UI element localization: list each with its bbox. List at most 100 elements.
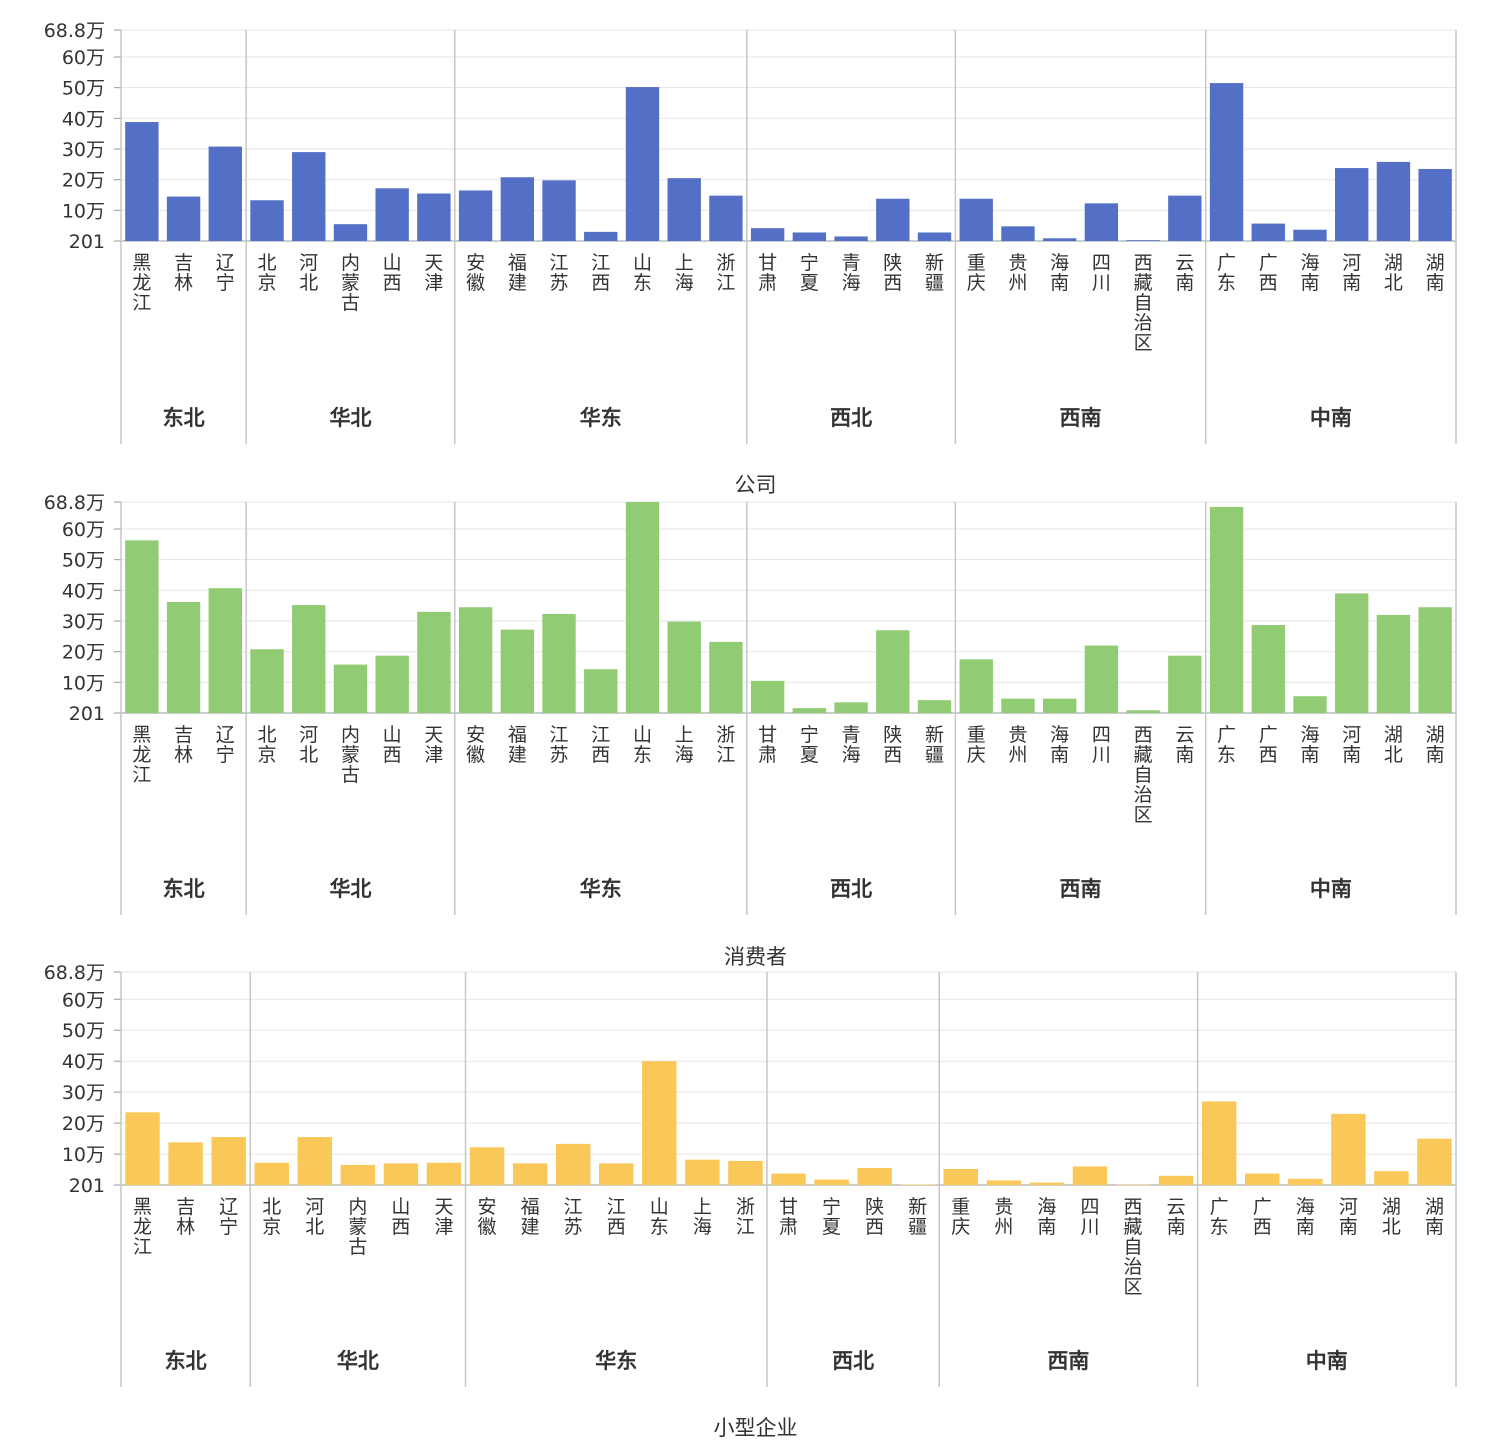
bar[interactable] (500, 629, 535, 713)
bar[interactable] (709, 195, 743, 241)
bar[interactable] (211, 1137, 246, 1185)
bar[interactable] (375, 188, 409, 241)
bar[interactable] (814, 1179, 849, 1185)
bar[interactable] (750, 680, 785, 713)
bar[interactable] (1376, 614, 1411, 713)
bar[interactable] (667, 621, 701, 713)
bar[interactable] (1126, 710, 1160, 713)
bar[interactable] (792, 232, 827, 241)
bar[interactable] (986, 1180, 1022, 1185)
bar[interactable] (542, 613, 576, 713)
x-tick-label: 河北 (299, 724, 318, 766)
bar[interactable] (1335, 593, 1369, 713)
bar[interactable] (625, 502, 660, 713)
bar[interactable] (417, 193, 451, 241)
bar[interactable] (555, 1143, 591, 1185)
bar[interactable] (1293, 696, 1327, 713)
bar[interactable] (125, 122, 159, 241)
bar[interactable] (1115, 1184, 1151, 1186)
x-tick-label: 青海 (842, 252, 861, 294)
bar[interactable] (1084, 645, 1119, 713)
bar[interactable] (1084, 203, 1119, 241)
bar[interactable] (900, 1184, 935, 1185)
bar[interactable] (1201, 1101, 1237, 1185)
bar[interactable] (750, 228, 785, 241)
bar[interactable] (125, 540, 159, 713)
bar[interactable] (333, 664, 368, 713)
bar[interactable] (208, 588, 242, 713)
bar[interactable] (375, 655, 409, 713)
bar[interactable] (1418, 607, 1452, 713)
bar[interactable] (208, 146, 242, 241)
bar[interactable] (168, 1142, 203, 1185)
bar[interactable] (792, 708, 827, 713)
bar[interactable] (599, 1163, 634, 1185)
bar[interactable] (959, 659, 993, 713)
bar[interactable] (1168, 655, 1202, 713)
bar[interactable] (1209, 506, 1244, 713)
bar[interactable] (250, 649, 284, 713)
bar[interactable] (469, 1147, 505, 1185)
bar[interactable] (1374, 1171, 1409, 1185)
bar[interactable] (333, 224, 368, 241)
bar[interactable] (771, 1173, 806, 1185)
bar[interactable] (1376, 161, 1411, 241)
bar[interactable] (917, 700, 952, 713)
bar[interactable] (1126, 240, 1160, 241)
bar[interactable] (340, 1164, 376, 1185)
y-tick-label: 68.8万 (44, 492, 105, 514)
bar[interactable] (383, 1163, 419, 1185)
bar[interactable] (917, 232, 952, 241)
bar[interactable] (125, 1112, 160, 1185)
bar[interactable] (1417, 1138, 1452, 1185)
bar[interactable] (1168, 195, 1202, 241)
bar[interactable] (292, 152, 326, 241)
bar[interactable] (1251, 223, 1285, 241)
bar[interactable] (292, 605, 326, 713)
bar[interactable] (1158, 1175, 1194, 1185)
bar[interactable] (584, 231, 618, 241)
bar[interactable] (1001, 698, 1035, 713)
bar[interactable] (250, 200, 284, 241)
bar[interactable] (834, 702, 868, 713)
bar[interactable] (254, 1162, 289, 1185)
bar[interactable] (1331, 1113, 1366, 1185)
bar[interactable] (458, 607, 493, 713)
bar[interactable] (584, 669, 618, 713)
bar[interactable] (959, 198, 993, 241)
bar[interactable] (1418, 168, 1452, 241)
bar[interactable] (1288, 1178, 1323, 1185)
bar[interactable] (1072, 1166, 1108, 1185)
bar[interactable] (512, 1163, 548, 1185)
bar[interactable] (642, 1061, 677, 1185)
bar[interactable] (1209, 83, 1244, 241)
bar[interactable] (1042, 238, 1077, 241)
bar[interactable] (1029, 1182, 1065, 1185)
bar[interactable] (1244, 1173, 1280, 1185)
bar[interactable] (943, 1168, 978, 1185)
bar[interactable] (728, 1160, 763, 1185)
bar[interactable] (166, 196, 201, 241)
bar[interactable] (667, 178, 701, 241)
bar[interactable] (1293, 229, 1327, 241)
bar[interactable] (876, 630, 910, 713)
bar[interactable] (1335, 168, 1369, 241)
bar[interactable] (876, 198, 910, 241)
bar[interactable] (1001, 226, 1035, 241)
bar[interactable] (709, 641, 743, 713)
bar[interactable] (458, 190, 493, 241)
bar[interactable] (166, 602, 201, 713)
bar[interactable] (426, 1162, 462, 1185)
bar[interactable] (625, 87, 660, 241)
x-tick-label: 山西 (383, 724, 402, 766)
bar[interactable] (1042, 698, 1077, 713)
bar[interactable] (857, 1168, 892, 1185)
bar[interactable] (685, 1159, 720, 1185)
bar[interactable] (1251, 625, 1285, 713)
bar[interactable] (417, 611, 451, 713)
bar[interactable] (297, 1137, 333, 1185)
bar[interactable] (834, 236, 868, 241)
bar[interactable] (542, 180, 576, 241)
bar[interactable] (500, 177, 535, 241)
